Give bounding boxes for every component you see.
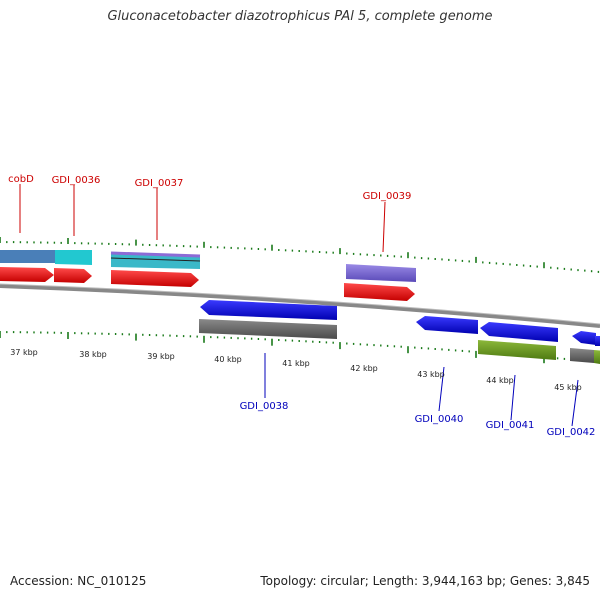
feature-block-violet[interactable] bbox=[346, 264, 416, 282]
gene-arrow-GDI_0040[interactable] bbox=[416, 316, 478, 334]
genome-title: Gluconacetobacter diazotrophicus PAl 5, … bbox=[107, 9, 493, 24]
scale-label-37: 37 kbp bbox=[10, 348, 38, 357]
feature-stripe-dark bbox=[110, 257, 201, 262]
feature-block-edge-blue[interactable] bbox=[595, 336, 600, 346]
feature-block-edge[interactable] bbox=[594, 350, 600, 364]
gene-arrow-cobD[interactable] bbox=[0, 267, 54, 282]
genome-track-svg: cobD GDI_0036 GDI_0037 GDI_0039 GDI_0038… bbox=[0, 174, 600, 438]
scale-label-44: 44 kbp bbox=[486, 376, 514, 385]
label-leader-lines bbox=[19, 184, 579, 427]
gene-label-GDI_0042[interactable]: GDI_0042 bbox=[547, 427, 596, 438]
reverse-strand-features bbox=[199, 300, 600, 364]
gene-label-GDI_0041[interactable]: GDI_0041 bbox=[486, 420, 535, 431]
scale-label-41: 41 kbp bbox=[282, 359, 310, 368]
gene-label-cobD[interactable]: cobD bbox=[8, 174, 34, 185]
leader-GDI_0041 bbox=[510, 374, 516, 421]
gene-arrow-GDI_0037[interactable] bbox=[111, 270, 199, 287]
gene-arrow-GDI_0042[interactable] bbox=[572, 331, 596, 345]
feature-block-blue[interactable] bbox=[0, 250, 55, 263]
scale-label-40: 40 kbp bbox=[214, 355, 242, 364]
bottom-gene-labels: GDI_0038 GDI_0040 GDI_0041 GDI_0042 bbox=[240, 401, 596, 438]
feature-block-teal[interactable] bbox=[111, 254, 200, 269]
forward-strand-features bbox=[0, 250, 416, 301]
top-tick-row bbox=[0, 237, 600, 273]
gene-arrow-GDI_0036[interactable] bbox=[54, 268, 92, 283]
gene-arrow-GDI_0041[interactable] bbox=[480, 322, 558, 342]
scale-labels: 37 kbp 38 kbp 39 kbp 40 kbp 41 kbp 42 kb… bbox=[10, 348, 582, 392]
gene-arrow-GDI_0039[interactable] bbox=[344, 283, 415, 301]
gene-label-GDI_0036[interactable]: GDI_0036 bbox=[52, 175, 101, 186]
gene-arrow-GDI_0038[interactable] bbox=[200, 300, 337, 320]
genome-backbone-highlight bbox=[0, 283, 600, 325]
scale-label-39: 39 kbp bbox=[147, 352, 175, 361]
gene-label-GDI_0039[interactable]: GDI_0039 bbox=[363, 191, 412, 202]
leader-GDI_0040 bbox=[438, 366, 445, 412]
leader-GDI_0039 bbox=[382, 201, 386, 253]
gene-label-GDI_0038[interactable]: GDI_0038 bbox=[240, 401, 289, 412]
feature-block-GDI_0041[interactable] bbox=[478, 340, 556, 360]
scale-label-38: 38 kbp bbox=[79, 350, 107, 359]
genome-summary-text: Topology: circular; Length: 3,944,163 bp… bbox=[260, 574, 590, 588]
feature-block-GDI_0042[interactable] bbox=[570, 348, 594, 363]
gene-label-GDI_0040[interactable]: GDI_0040 bbox=[415, 414, 464, 425]
accession-text: Accession: NC_010125 bbox=[10, 574, 147, 588]
feature-block-GDI_0038[interactable] bbox=[199, 319, 337, 339]
scale-label-43: 43 kbp bbox=[417, 370, 445, 379]
gene-label-GDI_0037[interactable]: GDI_0037 bbox=[135, 178, 184, 189]
top-gene-labels: cobD GDI_0036 GDI_0037 GDI_0039 bbox=[8, 174, 411, 202]
scale-label-42: 42 kbp bbox=[350, 364, 378, 373]
feature-block-cyan[interactable] bbox=[55, 250, 92, 265]
feature-stripe-violet bbox=[110, 251, 201, 258]
scale-label-45: 45 kbp bbox=[554, 383, 582, 392]
genome-backbone bbox=[0, 284, 600, 328]
leader-GDI_0042 bbox=[571, 379, 579, 427]
